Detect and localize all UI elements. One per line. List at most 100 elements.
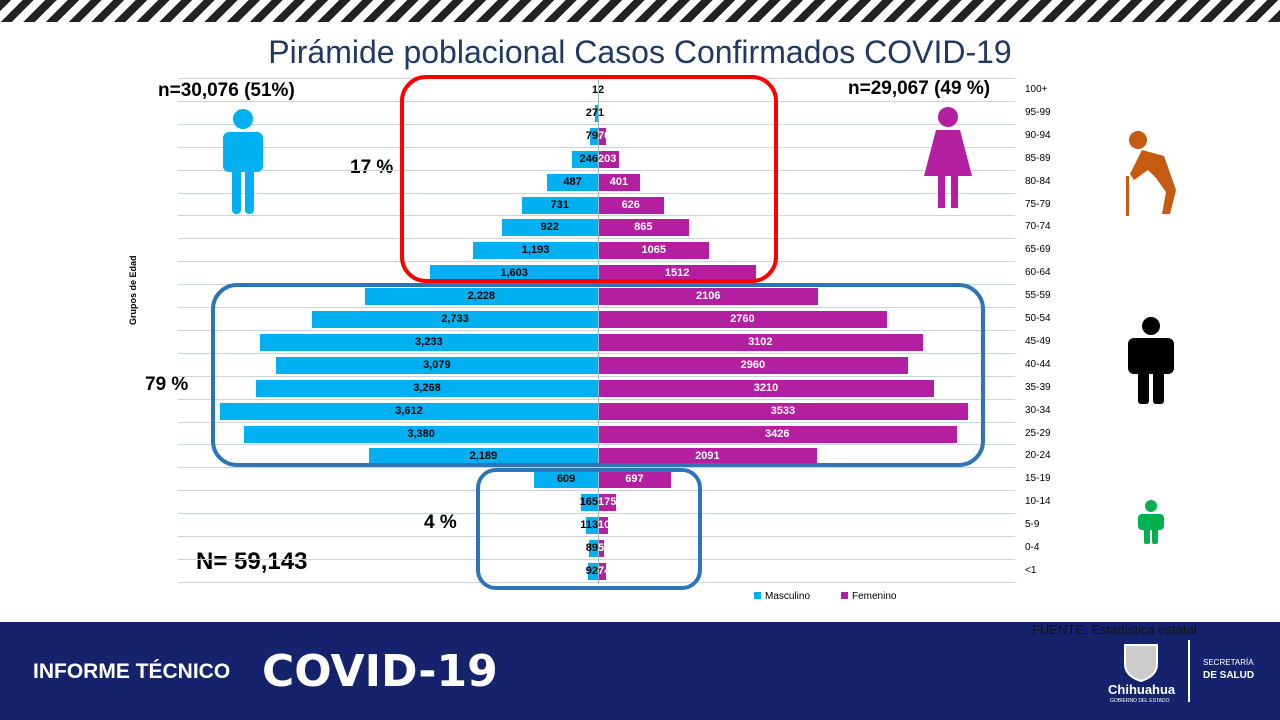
value-label-femenino: 401 [609, 175, 629, 188]
value-label-masculino: 165 [579, 496, 598, 509]
bar-femenino [598, 150, 620, 168]
bar-masculino [368, 448, 598, 466]
bar-femenino [598, 173, 640, 191]
value-label-femenino: 56 [598, 542, 611, 554]
gridline [178, 490, 1015, 492]
legend-swatch [754, 592, 761, 599]
logo-sub: GOBIERNO DEL ESTADO [1110, 698, 1170, 704]
young-pct: 4 % [424, 512, 457, 533]
value-label-femenino: 74 [598, 564, 611, 577]
source-note: FUENTE: Estadística estatal [1032, 622, 1197, 637]
gridline [178, 352, 1015, 354]
bar-masculino [259, 333, 598, 351]
bar-masculino [364, 288, 598, 306]
value-label-femenino: 626 [621, 198, 640, 211]
age-label: 75-79 [1025, 198, 1051, 210]
bar-femenino [598, 471, 671, 489]
y-axis-label: Grupos de Edad [128, 255, 138, 325]
value-label-masculino: 2,733 [441, 313, 469, 325]
age-label: 80-84 [1025, 175, 1051, 187]
gridline [178, 375, 1015, 377]
value-label-masculino: 3,233 [415, 335, 443, 348]
adult-pct: 79 % [145, 374, 189, 395]
gridline [178, 444, 1015, 446]
dept-line2: DE SALUD [1203, 670, 1255, 681]
value-label-femenino: 2091 [695, 450, 720, 463]
value-label-masculino: 1,193 [521, 244, 550, 257]
value-label-femenino: 100 [598, 519, 617, 532]
bar-masculino [534, 471, 598, 489]
value-label-masculino: 3,079 [423, 358, 451, 371]
value-label-masculino: 92 [585, 564, 598, 577]
bar-femenino [598, 402, 968, 420]
bar-femenino [598, 540, 604, 557]
gridline [178, 100, 1015, 102]
adult-person-icon [1128, 317, 1174, 404]
bar-femenino [598, 379, 934, 397]
age-label: 25-29 [1025, 427, 1051, 439]
female-total: n=29,067 (49 %) [848, 78, 991, 99]
bar-masculino [547, 173, 598, 191]
age-label: 15-19 [1025, 473, 1051, 485]
value-label-masculino: 3,380 [407, 427, 435, 440]
age-label: 45-49 [1025, 335, 1051, 347]
value-label-femenino: 2960 [740, 358, 766, 371]
age-label: 40-44 [1025, 358, 1051, 370]
value-label-femenino: 3533 [770, 404, 796, 417]
divider [1188, 640, 1190, 702]
age-label: 30-34 [1025, 404, 1051, 416]
legend-swatch [841, 592, 848, 599]
bar-masculino [586, 517, 598, 535]
value-label-femenino: 697 [625, 473, 644, 486]
value-label-masculino: 113 [580, 519, 598, 532]
age-label: 100+ [1025, 84, 1048, 95]
age-label: 70-74 [1025, 221, 1051, 233]
legend-masculino: Masculino [754, 591, 810, 602]
age-label: 0-4 [1025, 542, 1040, 553]
age-label: 95-99 [1025, 106, 1051, 118]
value-label-masculino: 3,268 [413, 381, 441, 394]
value-label-femenino: 76 [598, 129, 611, 142]
hazard-stripes [0, 0, 1280, 22]
gridline [178, 169, 1015, 171]
age-label: 35-39 [1025, 381, 1051, 393]
bar-masculino [501, 219, 598, 237]
footer-label: INFORME TÉCNICO [33, 660, 231, 683]
age-label: 65-69 [1025, 244, 1051, 256]
age-label: 55-59 [1025, 290, 1051, 302]
elderly-pct: 17 % [350, 157, 394, 178]
value-label-femenino: 3426 [765, 427, 790, 440]
bar-masculino [595, 104, 598, 122]
bar-femenino [598, 333, 923, 351]
center-axis [598, 80, 599, 584]
gridline [178, 558, 1015, 560]
page-title: Pirámide poblacional Casos Confirmados C… [268, 34, 1012, 70]
gridline [178, 146, 1015, 148]
age-label: 20-24 [1025, 450, 1051, 462]
bar-masculino [275, 356, 598, 374]
value-label-masculino: 922 [540, 221, 559, 234]
bar-masculino [589, 127, 598, 145]
elderly-box [400, 75, 778, 283]
gridline [178, 192, 1015, 194]
gridline [178, 307, 1015, 308]
age-label: <1 [1025, 564, 1037, 576]
footer-title: COVID-19 [262, 646, 498, 697]
value-label-femenino: 3210 [753, 381, 779, 394]
age-label: 90-94 [1025, 129, 1051, 141]
dept-line1: SECRETARÍA [1203, 658, 1254, 667]
value-label-femenino: 2106 [695, 290, 721, 303]
bar-masculino [588, 540, 598, 557]
bar-masculino [256, 379, 598, 397]
value-label-masculino: 487 [563, 175, 582, 188]
value-label-femenino: 203 [598, 152, 617, 165]
bar-masculino [244, 425, 598, 443]
grand-total: N= 59,143 [196, 548, 308, 575]
age-label: 10-14 [1025, 496, 1051, 508]
gridline [178, 513, 1015, 515]
age-label: 60-64 [1025, 267, 1051, 279]
bar-masculino [521, 196, 598, 214]
child-person-icon [1138, 500, 1164, 544]
value-label-masculino: 2,228 [467, 290, 496, 303]
gridline [178, 536, 1015, 537]
